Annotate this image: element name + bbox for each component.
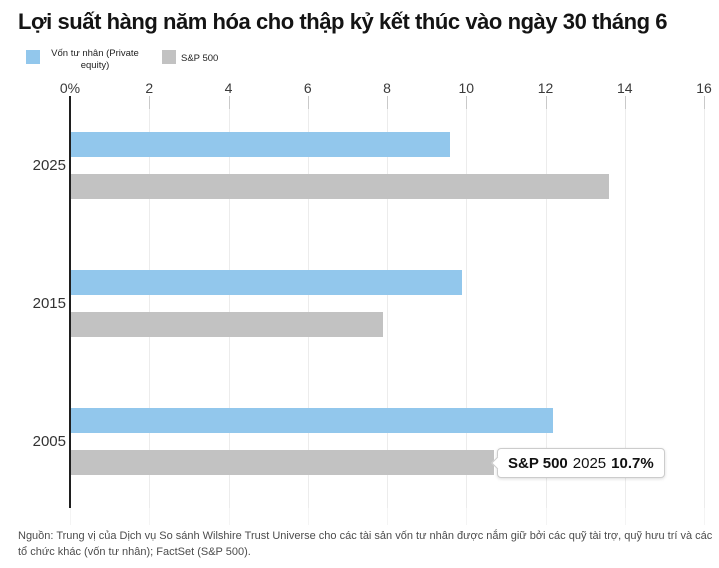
chart-title: Lợi suất hàng năm hóa cho thập kỷ kết th… <box>18 9 668 34</box>
gridline-ext-8 <box>387 508 388 525</box>
bar-private-equity-2005[interactable] <box>70 408 554 433</box>
x-tick-label-16: 16 <box>696 80 712 96</box>
gridline-ext-6 <box>307 508 309 525</box>
gridline-6 <box>307 96 309 508</box>
legend-swatch-sp500-icon <box>162 50 176 64</box>
tooltip-series: S&P 500 <box>508 454 568 472</box>
gridline-ext-0 <box>70 508 71 525</box>
legend: Vốn tư nhân (Private equity) S&P 500 <box>26 48 218 72</box>
category-label-2015: 2015 <box>32 295 66 312</box>
legend-item-sp500[interactable]: S&P 500 <box>162 50 218 65</box>
legend-item-private-equity[interactable]: Vốn tư nhân (Private equity) <box>26 48 145 72</box>
bar-sp500-2025[interactable] <box>70 174 609 199</box>
x-tick-label-0: 0% <box>59 80 81 96</box>
gridline-2 <box>149 96 151 508</box>
x-tick-label-4: 4 <box>224 80 233 96</box>
bar-private-equity-2015[interactable] <box>70 270 463 295</box>
gridline-4 <box>228 96 230 508</box>
x-tick-6 <box>307 96 309 109</box>
category-label-2025: 2025 <box>32 157 66 174</box>
x-tick-14 <box>624 96 626 109</box>
x-tick-label-10: 10 <box>458 80 475 96</box>
gridline-ext-14 <box>624 508 626 525</box>
gridline-ext-4 <box>228 508 230 525</box>
x-tick-8 <box>387 96 388 109</box>
x-tick-label-6: 6 <box>303 80 312 96</box>
tooltip-value: 10.7% <box>611 454 654 472</box>
gridline-ext-12 <box>545 508 547 525</box>
tooltip-category: 2025 <box>572 454 607 472</box>
legend-label-sp500: S&P 500 <box>181 53 219 64</box>
y-axis-line <box>69 96 71 508</box>
gridline-ext-16 <box>704 508 705 525</box>
x-tick-label-2: 2 <box>145 80 154 96</box>
x-tick-label-12: 12 <box>537 80 554 96</box>
x-tick-10 <box>466 96 468 109</box>
legend-label-private-equity: Vốn tư nhân (Private equity) <box>51 48 139 71</box>
legend-swatch-private-equity-icon <box>26 50 40 64</box>
x-tick-2 <box>149 96 151 109</box>
bar-sp500-2015[interactable] <box>70 312 383 337</box>
gridline-10 <box>466 96 468 508</box>
tooltip: S&P 500 2025 10.7% <box>491 448 665 478</box>
x-tick-16 <box>704 96 705 109</box>
source-note: Nguồn: Trung vị của Dịch vụ So sánh Wils… <box>18 530 713 558</box>
gridline-8 <box>387 96 388 508</box>
gridline-16 <box>704 96 705 508</box>
bar-private-equity-2025[interactable] <box>70 132 451 157</box>
gridline-ext-2 <box>149 508 151 525</box>
gridline-14 <box>624 96 626 508</box>
bar-sp500-2005[interactable] <box>70 450 494 475</box>
gridline-12 <box>545 96 547 508</box>
category-label-2005: 2005 <box>32 433 66 450</box>
x-tick-12 <box>545 96 547 109</box>
x-tick-4 <box>228 96 230 109</box>
x-tick-label-14: 14 <box>616 80 633 96</box>
x-tick-label-8: 8 <box>383 80 391 96</box>
gridline-ext-10 <box>466 508 468 525</box>
